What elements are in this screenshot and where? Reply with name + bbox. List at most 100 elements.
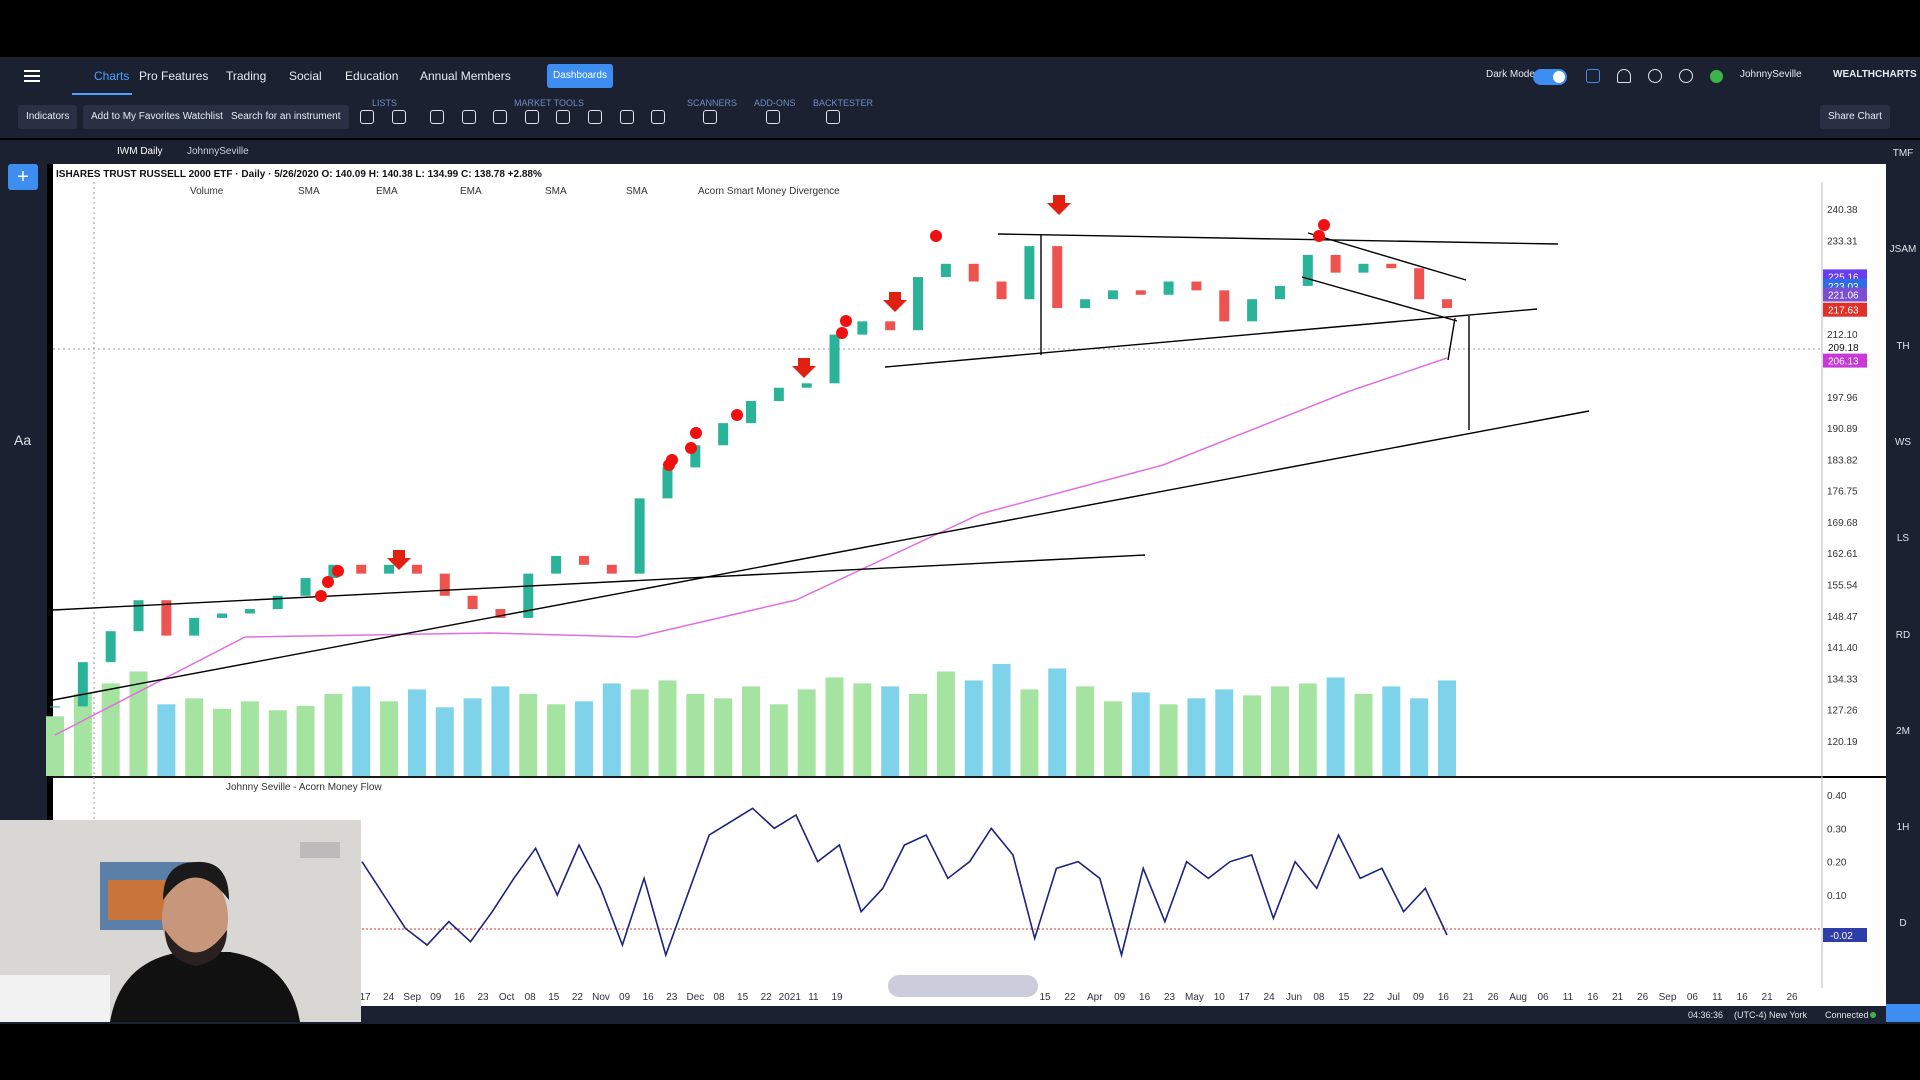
nav-item[interactable]: Education: [345, 69, 399, 83]
tool-icon[interactable]: [360, 110, 374, 124]
toolbar-button[interactable]: Indicators: [18, 105, 78, 129]
volume-bar: [352, 686, 371, 776]
price-tag: [1823, 302, 1867, 317]
price-tick-label: 148.47: [1827, 612, 1858, 623]
filter-icon[interactable]: [703, 110, 717, 124]
nav-item[interactable]: Trading: [226, 69, 267, 83]
volume-bar: [1187, 698, 1206, 776]
add-button[interactable]: +: [8, 164, 38, 190]
date-label: 16: [1737, 992, 1749, 1003]
date-label: 24: [383, 992, 395, 1003]
volume-bar: [324, 693, 343, 776]
price-tick-label: 190.89: [1827, 424, 1858, 435]
text-tool[interactable]: Aa: [14, 432, 32, 448]
nav-item[interactable]: Annual Members: [420, 69, 511, 83]
date-label: 16: [1587, 992, 1599, 1003]
toolbar-button[interactable]: Search for an instrument: [223, 105, 349, 129]
price-tag-label: 217.63: [1828, 306, 1859, 317]
backtest-icon[interactable]: [826, 110, 840, 124]
indicator-label: SMA: [626, 186, 648, 197]
date-label: 24: [1264, 992, 1276, 1003]
date-label: 16: [1438, 992, 1450, 1003]
indicator-label: Acorn Smart Money Divergence: [698, 186, 840, 197]
bell-icon[interactable]: [1617, 69, 1631, 83]
tool-icon[interactable]: [651, 110, 665, 124]
link-icon[interactable]: [766, 110, 780, 124]
user-name[interactable]: JohnnySeville: [1740, 69, 1802, 80]
toolbar-group-label: ADD-ONS: [754, 98, 796, 108]
header-strip: [53, 164, 1886, 182]
candle: [133, 600, 144, 632]
volume-bar: [547, 704, 566, 776]
volume-bar: [491, 686, 510, 776]
date-label: Sep: [403, 992, 421, 1003]
candle: [801, 383, 812, 388]
date-label: 21: [1762, 992, 1774, 1003]
sidebar-label[interactable]: TH: [1896, 340, 1910, 352]
status-bar: [0, 1006, 1920, 1024]
share-chart-button[interactable]: Share Chart: [1820, 105, 1890, 129]
nav-item[interactable]: Charts: [94, 69, 130, 83]
candle: [467, 595, 478, 610]
sidebar-label[interactable]: WS: [1894, 436, 1912, 448]
tool-icon[interactable]: [588, 110, 602, 124]
menu-icon[interactable]: [24, 70, 40, 82]
dark-mode-toggle[interactable]: [1533, 69, 1567, 85]
sidebar-label[interactable]: JSAM: [1889, 244, 1917, 256]
nav-item[interactable]: Social: [289, 69, 322, 83]
volume-bar: [463, 698, 482, 776]
candle: [662, 467, 673, 499]
tool-icon[interactable]: [430, 110, 444, 124]
nav-item[interactable]: Pro Features: [139, 69, 209, 83]
tool-icon[interactable]: [493, 110, 507, 124]
candle: [1302, 254, 1313, 286]
signal-arrows: [387, 195, 1071, 570]
tool-icon[interactable]: [620, 110, 634, 124]
settings-icon[interactable]: [1648, 69, 1662, 83]
indicator-label: Volume: [190, 186, 224, 197]
candle: [690, 445, 701, 468]
status-dot: [1710, 70, 1723, 83]
sidebar-label[interactable]: TMF: [1892, 148, 1914, 159]
sidebar-label[interactable]: RD: [1895, 629, 1911, 641]
dashboards-button[interactable]: Dashboards: [547, 64, 613, 88]
lower-tick-label: 0.40: [1827, 791, 1847, 802]
sidebar-label[interactable]: 1H: [1896, 822, 1910, 834]
date-label: 16: [1139, 992, 1151, 1003]
tool-icon[interactable]: [556, 110, 570, 124]
price-tag-label: 206.13: [1828, 357, 1859, 368]
date-label: 16: [454, 992, 466, 1003]
date-label: 26: [1488, 992, 1500, 1003]
save-icon[interactable]: [1586, 69, 1600, 83]
tool-icon[interactable]: [392, 110, 406, 124]
price-tick-label: 233.31: [1827, 236, 1858, 247]
price-tag-label: 221.06: [1828, 291, 1859, 302]
candle: [384, 564, 395, 574]
sidebar-label[interactable]: D: [1899, 918, 1907, 930]
money-flow-line: [361, 807, 1448, 959]
tool-icon[interactable]: [462, 110, 476, 124]
sidebar-label[interactable]: 2M: [1896, 725, 1910, 737]
date-label: 10: [1214, 992, 1226, 1003]
help-icon[interactable]: [1679, 69, 1693, 83]
chart-tab[interactable]: IWM Daily: [117, 146, 163, 157]
chart-tab[interactable]: JohnnySeville: [187, 146, 249, 157]
volume-bar: [853, 683, 872, 776]
toolbar: Indicators Add to My Favorites Watchlist S…: [0, 96, 1920, 138]
price-tick-label: 127.26: [1827, 706, 1858, 717]
expand-button[interactable]: [1886, 1004, 1920, 1022]
candle: [1135, 290, 1146, 295]
candle: [551, 555, 562, 574]
candle: [1442, 299, 1452, 309]
sidebar-label[interactable]: LS: [1896, 533, 1910, 545]
date-label: 22: [761, 992, 773, 1003]
date-label: 06: [1687, 992, 1699, 1003]
nav-buttons[interactable]: [888, 975, 1038, 997]
volume-bar: [1326, 677, 1345, 776]
toolbar-button[interactable]: Add to My Favorites Watchlist: [83, 105, 231, 129]
tool-icon[interactable]: [525, 110, 539, 124]
toolbar-group-label: SCANNERS: [687, 98, 738, 108]
volume-bar: [1243, 695, 1262, 776]
lower-tag: [1823, 928, 1867, 942]
signal-dots: [315, 219, 1330, 602]
